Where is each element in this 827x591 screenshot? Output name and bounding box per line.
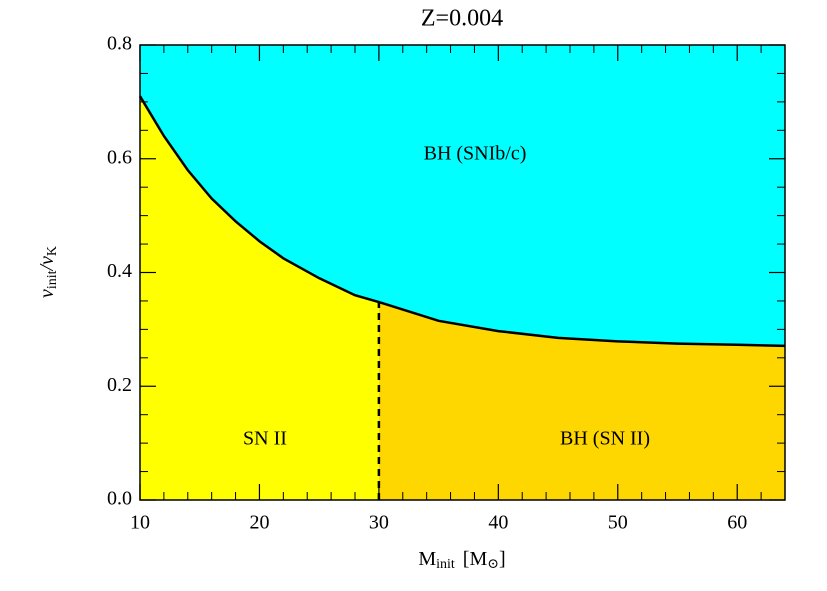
x-label-sub: init bbox=[436, 557, 455, 572]
y-label-sub2: K bbox=[45, 246, 60, 256]
region-label: BH (SN II) bbox=[560, 428, 650, 450]
region-label: SN II bbox=[243, 428, 287, 450]
x-tick-label: 40 bbox=[488, 512, 508, 534]
chart-title: Z=0.004 bbox=[421, 6, 503, 32]
region-below-right bbox=[378, 302, 785, 500]
y-tick-label: 0.6 bbox=[107, 146, 132, 168]
region-below-left bbox=[140, 96, 379, 500]
y-tick-label: 0.2 bbox=[107, 374, 132, 396]
x-label-unit: [M bbox=[463, 548, 488, 570]
region-label: BH (SNIb/c) bbox=[424, 143, 527, 165]
x-label-end: ] bbox=[499, 548, 506, 570]
x-tick-label: 30 bbox=[369, 512, 389, 534]
x-label-main: M bbox=[418, 548, 436, 570]
y-label-mid: /v bbox=[36, 256, 58, 272]
region-above bbox=[140, 45, 785, 346]
y-axis-label: vinit/vK bbox=[36, 246, 61, 298]
x-tick-label: 10 bbox=[130, 512, 150, 534]
y-tick-label: 0.0 bbox=[107, 488, 132, 510]
y-label-sub: init bbox=[45, 270, 60, 289]
x-axis-label: Minit [M⊙] bbox=[418, 548, 505, 573]
x-tick-label: 20 bbox=[249, 512, 269, 534]
regions bbox=[140, 45, 785, 500]
y-tick-label: 0.4 bbox=[107, 260, 132, 282]
x-tick-label: 60 bbox=[727, 512, 747, 534]
y-label-main: v bbox=[36, 289, 58, 298]
boundary-curve bbox=[138, 95, 786, 348]
overlay: BH (SNIb/c) SN II BH (SN II) 10 20 30 40 50 60 0.… bbox=[107, 33, 786, 534]
x-tick-label: 50 bbox=[608, 512, 628, 534]
y-tick-label: 0.8 bbox=[107, 33, 132, 55]
x-label-unit-sub: ⊙ bbox=[487, 557, 499, 572]
